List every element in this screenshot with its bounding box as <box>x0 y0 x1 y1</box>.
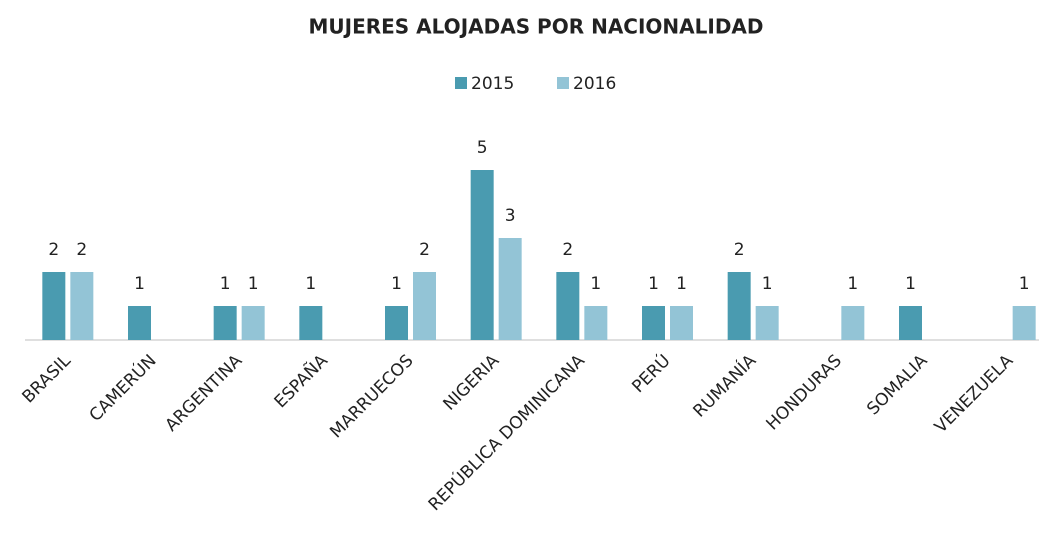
data-label: 2 <box>48 240 59 260</box>
x-tick-label: ARGENTINA <box>162 351 247 436</box>
data-label: 1 <box>676 274 687 294</box>
x-tick-label: VENEZUELA <box>931 351 1018 438</box>
legend-swatch <box>557 77 569 89</box>
x-tick-label: CAMERÚN <box>84 350 160 426</box>
data-label: 5 <box>477 138 488 158</box>
x-tick-label: ESPAÑA <box>269 349 332 412</box>
legend-label: 2015 <box>471 74 514 94</box>
x-tick-label: MARRUECOS <box>326 351 417 442</box>
bar <box>70 272 94 340</box>
bar <box>841 306 865 340</box>
data-label: 3 <box>505 206 516 226</box>
bar <box>128 306 151 340</box>
data-label: 2 <box>734 240 745 260</box>
bar <box>755 306 779 340</box>
data-label: 1 <box>762 274 773 294</box>
x-tick-label: BRASIL <box>19 351 76 408</box>
bar <box>213 306 237 340</box>
data-label: 1 <box>220 274 231 294</box>
chart-title: MUJERES ALOJADAS POR NACIONALIDAD <box>309 15 764 39</box>
data-label: 2 <box>76 240 87 260</box>
bar <box>42 272 66 340</box>
x-tick-label: HONDURAS <box>762 351 845 434</box>
data-label: 1 <box>391 274 402 294</box>
bar <box>642 306 665 340</box>
bar <box>299 306 323 340</box>
bar <box>584 306 608 340</box>
bar <box>727 272 751 340</box>
data-label: 1 <box>590 274 601 294</box>
data-label: 2 <box>562 240 573 260</box>
x-tick-label: PERÚ <box>627 350 675 398</box>
legend-label: 2016 <box>573 74 616 94</box>
bar <box>670 306 693 340</box>
x-tick-label: RUMANÍA <box>688 349 760 421</box>
x-tick-label: NIGERIA <box>440 351 504 415</box>
data-label: 1 <box>134 274 145 294</box>
bar <box>413 272 436 340</box>
data-label: 1 <box>847 274 858 294</box>
bar <box>241 306 265 340</box>
data-label: 1 <box>1019 274 1030 294</box>
data-label: 2 <box>419 240 430 260</box>
data-label: 1 <box>905 274 916 294</box>
legend-swatch <box>455 77 467 89</box>
bar <box>385 306 408 340</box>
data-label: 1 <box>248 274 259 294</box>
bar <box>556 272 580 340</box>
bar <box>1012 306 1036 340</box>
bar <box>470 170 494 340</box>
data-label: 1 <box>648 274 659 294</box>
data-label: 1 <box>305 274 316 294</box>
bar <box>498 238 522 340</box>
x-tick-label: SOMALIA <box>863 351 932 420</box>
x-tick-label: REPÚBLICA DOMINICANA <box>423 349 589 515</box>
bar <box>899 306 922 340</box>
